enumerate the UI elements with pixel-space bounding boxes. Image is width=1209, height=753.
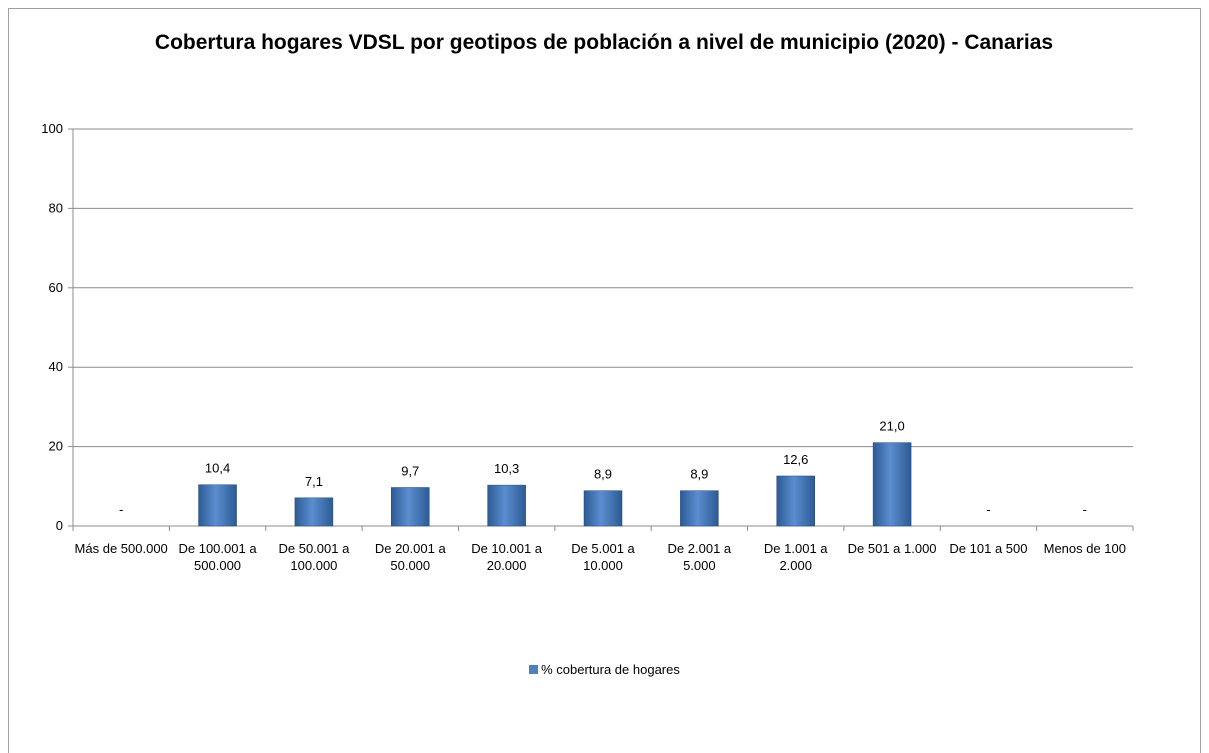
data-label: - <box>986 502 990 517</box>
data-label: 10,3 <box>494 461 519 476</box>
bar <box>487 484 526 527</box>
x-tick-label: De 100.001 a 500.000 <box>178 541 257 573</box>
data-label: - <box>1083 502 1087 517</box>
chart-border <box>8 8 1201 753</box>
y-tick-label: 20 <box>49 439 63 454</box>
x-tick-label: Menos de 100 <box>1043 541 1127 556</box>
data-label: 8,9 <box>690 467 708 482</box>
data-label: 12,6 <box>783 452 808 467</box>
bar <box>680 490 719 527</box>
legend-label: % cobertura de hogares <box>541 662 680 677</box>
bar <box>872 442 912 527</box>
bar <box>391 487 430 527</box>
x-tick-label: Más de 500.000 <box>74 541 168 556</box>
x-tick-label: De 50.001 a 100.000 <box>278 541 350 573</box>
x-tick-label: De 10.001 a 20.000 <box>471 541 543 573</box>
data-label: 21,0 <box>879 419 904 434</box>
y-tick-label: 80 <box>49 200 63 215</box>
x-tick-label: De 2.001 a 5.000 <box>667 541 732 573</box>
bar <box>294 497 334 527</box>
x-tick-label: De 5.001 a 10.000 <box>571 541 635 573</box>
y-tick-label: 40 <box>49 359 63 374</box>
data-label: 9,7 <box>401 463 419 478</box>
bar <box>198 484 237 527</box>
x-tick-label: De 501 a 1.000 <box>847 541 937 556</box>
bar <box>583 490 623 527</box>
x-tick-label: De 1.001 a 2.000 <box>763 541 828 573</box>
bar <box>776 475 815 527</box>
y-tick-label: 60 <box>49 280 63 295</box>
data-label: 7,1 <box>305 474 323 489</box>
data-label: - <box>119 502 123 517</box>
y-tick-label: 0 <box>56 518 63 533</box>
chart-title: Cobertura hogares VDSL por geotipos de p… <box>154 31 1054 54</box>
data-label: 8,9 <box>594 467 612 482</box>
x-tick-label: De 101 a 500 <box>949 541 1028 556</box>
y-tick-label: 100 <box>41 121 63 136</box>
legend-swatch <box>529 665 539 674</box>
data-label: 10,4 <box>205 461 230 476</box>
legend: % cobertura de hogares <box>0 662 1209 677</box>
x-tick-label: De 20.001 a 50.000 <box>374 541 446 573</box>
